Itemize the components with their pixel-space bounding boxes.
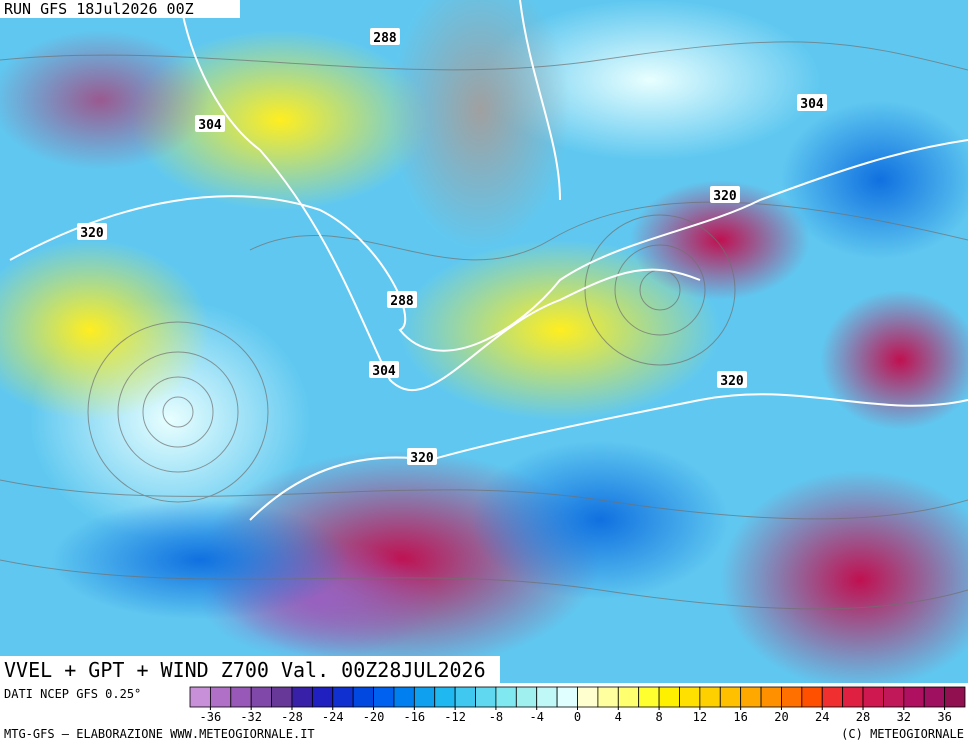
source: DATI NCEP GFS 0.25° [4,687,141,701]
contour-label-bg [407,448,437,465]
colorbar-tick-label: -16 [403,710,425,724]
colorbar-segment [291,686,313,708]
colorbar-segment [862,686,884,708]
colorbar-segment [352,686,374,708]
contour-label: 304 [800,97,824,112]
colorbar-segment [495,686,517,708]
colorbar-segment [679,686,701,708]
contour-label-bg [370,28,400,45]
colorbar-segment [577,686,599,708]
colorbar-segment [740,686,762,708]
colorbar-tick-label: -36 [200,710,222,724]
colorbar-segment [699,686,721,708]
run-label-bg [0,0,240,18]
colorbar-segment [332,686,354,708]
contour-label: 288 [390,294,414,309]
colorbar-segment [189,686,211,708]
contour-label-bg [387,291,417,308]
colorbar-segment [719,686,742,708]
colorbar-tick-label: 24 [815,710,829,724]
colorbar-segment [801,686,823,708]
colorbar-segment [821,686,844,708]
colorbar-tick-label: -32 [240,710,262,724]
title-bg [0,656,500,683]
colorbar-segment [923,686,946,708]
colorbar-segment [250,686,272,708]
colorbar-tick-label: -8 [489,710,503,724]
colorbar-segment [454,686,476,708]
colorbar-tick-label: 8 [655,710,662,724]
colorbar-segment [393,686,415,708]
colorbar-segment [944,686,966,708]
map-title: VVEL + GPT + WIND Z700 Val. 00Z28JUL2026 [4,658,486,682]
colorbar-tick-label: 36 [937,710,951,724]
colorbar-segment [209,686,232,708]
colorbar-tick-label: 12 [693,710,707,724]
contour-label: 304 [198,118,222,133]
colorbar-tick-label: -12 [444,710,466,724]
colorbar-tick-label: 4 [615,710,622,724]
colorbar-segment [556,686,578,708]
contour-label: 320 [80,226,104,241]
contour-label: 320 [713,189,737,204]
footer-left: MTG-GFS – ELABORAZIONE WWW.METEOGIORNALE… [4,727,315,741]
colorbar-tick-label: 28 [856,710,870,724]
map [0,0,968,690]
colorbar-segment [413,686,436,708]
contour-label-bg [717,371,747,388]
colorbar-segment [617,686,640,708]
contour-label: 304 [372,364,396,379]
colorbar-segment [638,686,660,708]
colorbar-tick-label: 16 [733,710,747,724]
colorbar-segment [536,686,558,708]
colorbar-tick-label: 20 [774,710,788,724]
colorbar-tick-label: -4 [529,710,543,724]
footer-right: (C) METEOGIORNALE [841,727,964,741]
colorbar-segment [515,686,538,708]
colorbar-tick-label: 0 [574,710,581,724]
colorbar-tick-label: -20 [363,710,385,724]
contour-label-bg [195,115,225,132]
colorbar-segment [760,686,782,708]
colorbar-tick-label: -24 [322,710,344,724]
colorbar-segment [271,686,293,708]
colorbar-segment [781,686,803,708]
colorbar-segment [883,686,905,708]
contour-label-bg [77,223,107,240]
contour-label-bg [797,94,827,111]
contour-label: 320 [720,374,744,389]
colorbar-segment [597,686,619,708]
contour-label-bg [710,186,740,203]
colorbar-segment [373,686,395,708]
colorbar-tick-label: -28 [281,710,303,724]
colorbar-segment [434,686,456,708]
colorbar-segment [230,686,252,708]
colorbar-segment [475,686,497,708]
colorbar-segment [311,686,334,708]
run-label: RUN GFS 18Jul2026 00Z [4,0,194,18]
colorbar-segment [658,686,680,708]
colorbar-segment [842,686,864,708]
contour-label: 320 [410,451,434,466]
contour-label-bg [369,361,399,378]
colorbar-tick-label: 32 [897,710,911,724]
colorbar-segment [903,686,925,708]
contour-label: 288 [373,31,397,46]
